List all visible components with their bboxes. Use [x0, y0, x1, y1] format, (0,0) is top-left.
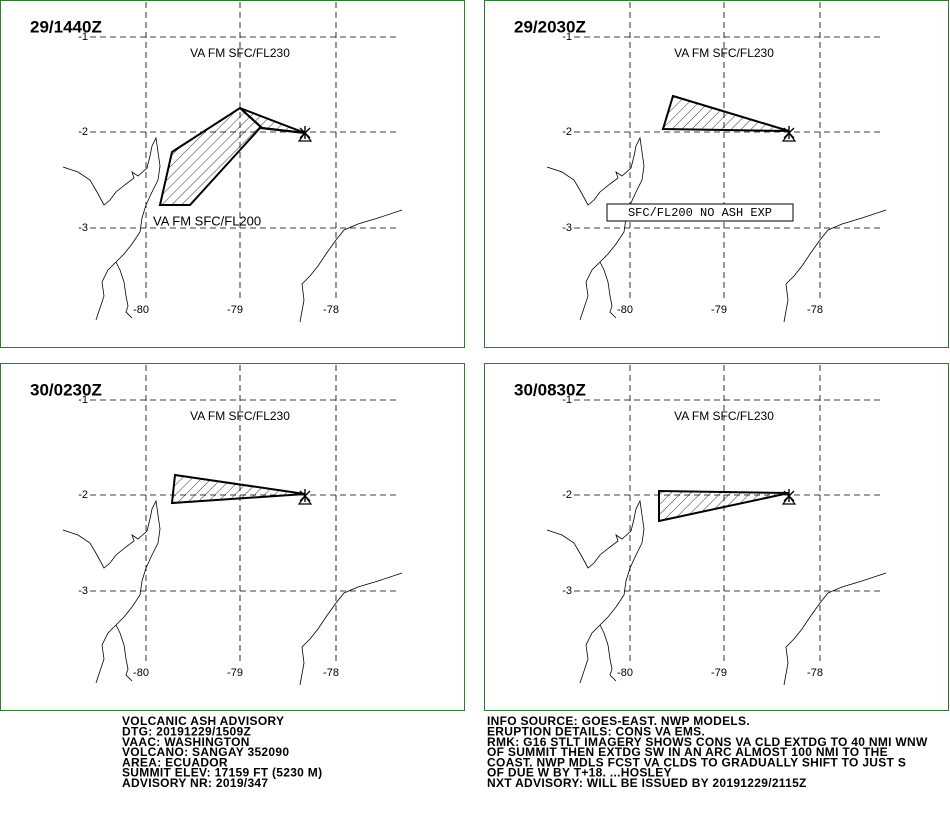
ash-area	[658, 489, 790, 523]
lat-label: -1	[78, 394, 88, 406]
lat-label: -3	[562, 585, 572, 597]
advisory-text: VOLCANO: SANGAY 352090	[122, 745, 289, 759]
border-line	[299, 209, 403, 323]
panel-time: 30/0230Z	[30, 380, 102, 399]
advisory-text: ADVISORY NR: 2019/347	[122, 776, 268, 790]
lon-label: -78	[807, 667, 823, 679]
lon-label: -78	[323, 304, 339, 316]
panel-note: VA FM SFC/FL200	[153, 213, 261, 228]
coastline	[579, 624, 617, 684]
border-line	[299, 572, 403, 686]
lon-label: -78	[323, 667, 339, 679]
volcano-star	[299, 489, 311, 502]
border-line	[783, 209, 887, 323]
advisory-text: VOLCANIC ASH ADVISORY	[122, 714, 284, 728]
advisory-text: OF SUMMIT THEN EXTDG SW IN AN ARC ALMOST…	[487, 745, 888, 759]
volcano-star	[299, 126, 311, 139]
lat-label: -3	[78, 222, 88, 234]
advisory-text: AREA: ECUADOR	[122, 755, 228, 769]
advisory-text: INFO SOURCE: GOES-EAST. NWP MODELS.	[487, 714, 750, 728]
lat-label: -1	[562, 394, 572, 406]
panel-time: 29/2030Z	[514, 17, 586, 36]
coastline	[546, 499, 645, 626]
coastline	[579, 261, 617, 321]
lat-label: -2	[78, 126, 88, 138]
lon-label: -79	[711, 667, 727, 679]
lat-label: -2	[562, 489, 572, 501]
coastline	[95, 624, 133, 684]
map-panel: -1 -2 -3 -80 -79 -78 29/1440Z VA FM SFC/FL230 VA…	[0, 0, 465, 348]
volcano-star	[783, 126, 795, 139]
panel-time: 30/0830Z	[514, 380, 586, 399]
lon-label: -80	[617, 304, 633, 316]
ash-area	[239, 107, 306, 134]
panel-border	[484, 363, 949, 711]
lon-label: -80	[133, 304, 149, 316]
map-panel: -1 -2 -3 -80 -79 -78 30/0230Z VA FM SFC/FL230	[0, 363, 465, 711]
lat-label: -1	[78, 31, 88, 43]
note-box	[606, 203, 794, 222]
ash-area	[158, 106, 306, 206]
volcano-star	[783, 489, 795, 502]
lat-label: -2	[78, 489, 88, 501]
lon-label: -78	[807, 304, 823, 316]
panel-level: VA FM SFC/FL230	[190, 409, 290, 423]
panel-border	[484, 0, 949, 348]
advisory-text: RMK: G16 STLT IMAGERY SHOWS CONS VA CLD …	[487, 735, 928, 749]
panel-border	[0, 363, 465, 711]
panel-level: VA FM SFC/FL230	[674, 409, 774, 423]
lon-label: -79	[227, 304, 243, 316]
advisory-text: COAST. NWP MDLS FCST VA CLDS TO GRADUALL…	[487, 755, 906, 769]
lon-label: -80	[133, 667, 149, 679]
lat-label: -3	[78, 585, 88, 597]
lat-label: -3	[562, 222, 572, 234]
advisory-text: OF DUE W BY T+18. ...HOSLEY	[487, 766, 672, 780]
border-line	[783, 572, 887, 686]
advisory-text: ERUPTION DETAILS: CONS VA EMS.	[487, 724, 705, 738]
advisory-text: VAAC: WASHINGTON	[122, 735, 250, 749]
ash-area	[661, 94, 790, 132]
lat-label: -2	[562, 126, 572, 138]
advisory-text: DTG: 20191229/1509Z	[122, 724, 251, 738]
coastline	[62, 136, 161, 263]
lon-label: -79	[227, 667, 243, 679]
lat-label: -1	[562, 31, 572, 43]
coastline	[546, 136, 645, 263]
panel-note: SFC/FL200 NO ASH EXP	[628, 206, 772, 220]
panel-border	[0, 0, 465, 348]
lon-label: -80	[617, 667, 633, 679]
coastline	[62, 499, 161, 626]
ash-area	[170, 473, 306, 505]
lon-label: -79	[711, 304, 727, 316]
map-panel: -1 -2 -3 -80 -79 -78 29/2030Z VA FM SFC/FL230 SF…	[484, 0, 949, 348]
panel-level: VA FM SFC/FL230	[190, 46, 290, 60]
advisory-text: SUMMIT ELEV: 17159 FT (5230 M)	[122, 766, 322, 780]
panel-level: VA FM SFC/FL230	[674, 46, 774, 60]
advisory-text: NXT ADVISORY: WILL BE ISSUED BY 20191229…	[487, 776, 807, 790]
panel-time: 29/1440Z	[30, 17, 102, 36]
coastline	[95, 261, 133, 321]
map-panel: -1 -2 -3 -80 -79 -78 30/0830Z VA FM SFC/FL230	[484, 363, 949, 711]
